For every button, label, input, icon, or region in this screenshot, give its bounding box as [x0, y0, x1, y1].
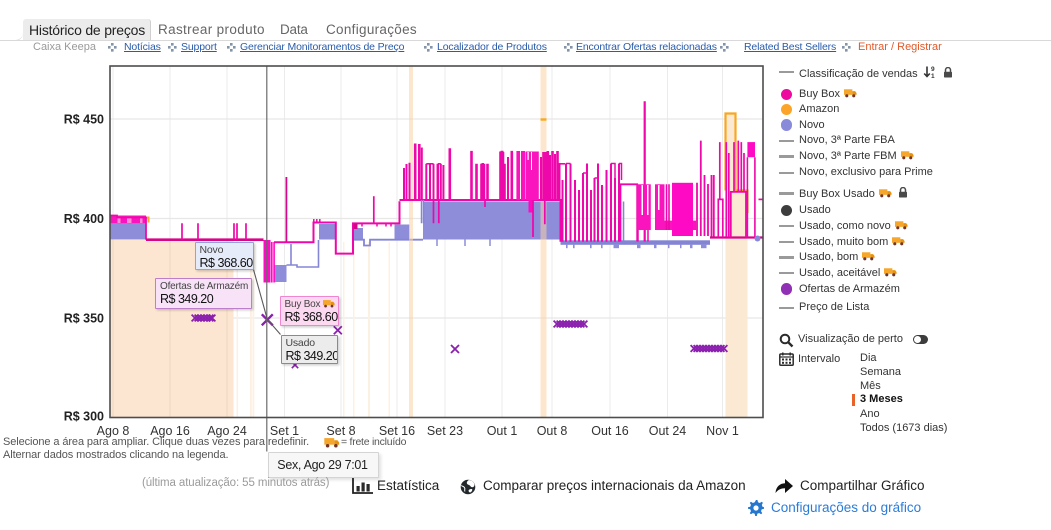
svg-text:Set 8: Set 8 — [326, 424, 355, 438]
svg-text:Out 8: Out 8 — [537, 424, 568, 438]
svg-text:Set 23: Set 23 — [427, 424, 463, 438]
svg-text:R$ 450: R$ 450 — [64, 113, 104, 127]
svg-text:Ago 16: Ago 16 — [150, 424, 190, 438]
svg-text:R$ 300: R$ 300 — [64, 410, 104, 424]
svg-text:R$ 400: R$ 400 — [64, 212, 104, 226]
svg-text:Ago 24: Ago 24 — [207, 424, 247, 438]
svg-text:Nov 1: Nov 1 — [706, 424, 739, 438]
svg-text:1: 1 — [931, 73, 935, 79]
svg-text:Ago 8: Ago 8 — [97, 424, 130, 438]
svg-text:Out 24: Out 24 — [649, 424, 687, 438]
svg-text:Set 1: Set 1 — [270, 424, 299, 438]
svg-text:Out 1: Out 1 — [487, 424, 518, 438]
svg-text:Set 16: Set 16 — [379, 424, 415, 438]
svg-text:9: 9 — [931, 66, 935, 73]
svg-text:R$ 350: R$ 350 — [64, 312, 104, 326]
svg-text:Out 16: Out 16 — [591, 424, 629, 438]
